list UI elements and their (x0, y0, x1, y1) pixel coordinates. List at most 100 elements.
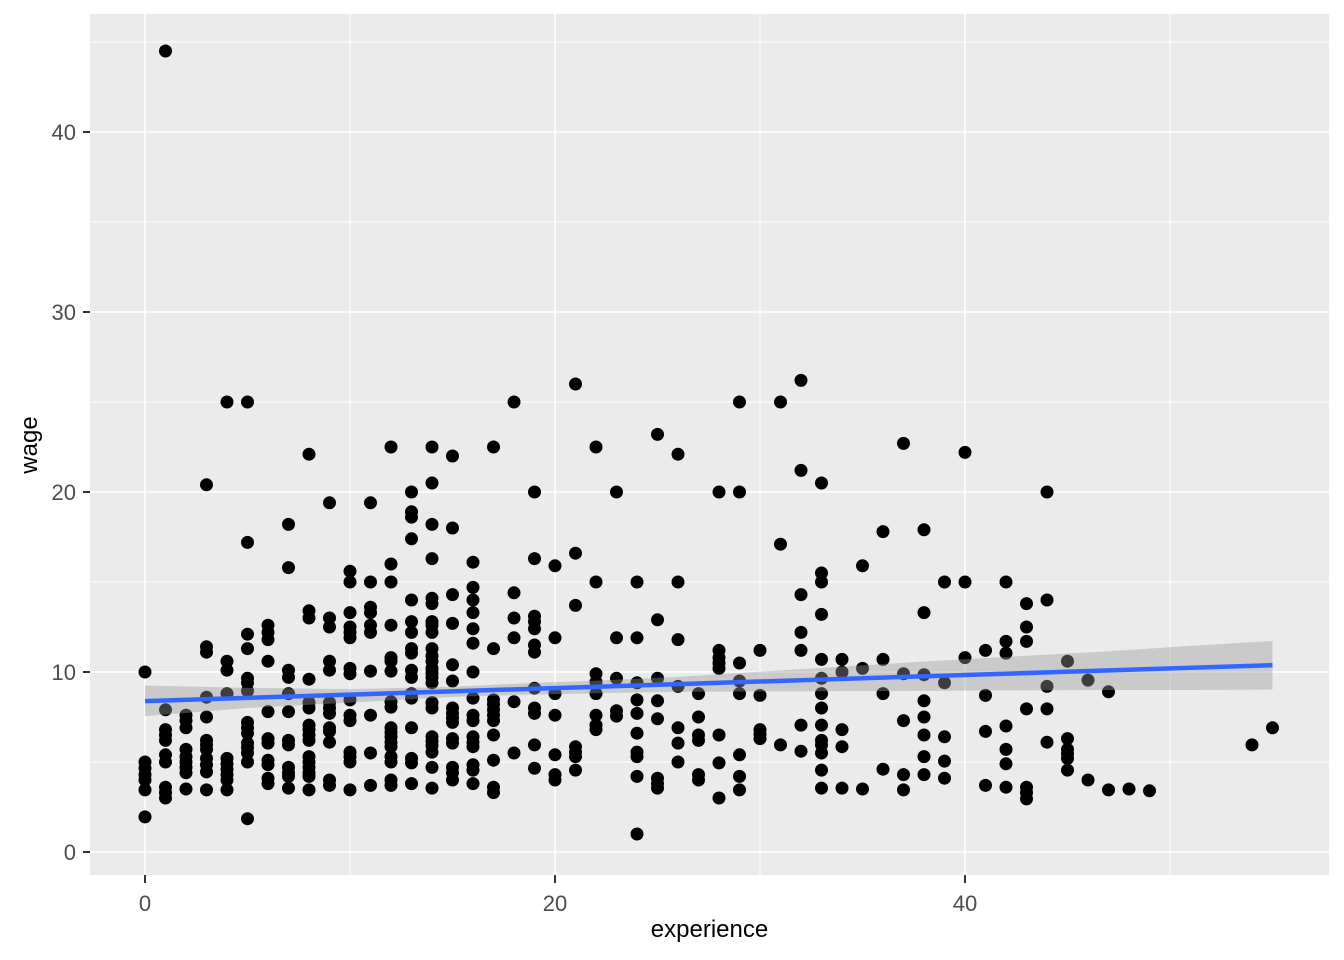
data-point (323, 620, 337, 634)
data-point (835, 665, 849, 679)
data-point (671, 755, 685, 769)
data-point (1020, 792, 1034, 806)
data-point (999, 757, 1013, 771)
data-point (487, 753, 501, 767)
data-point (815, 718, 829, 732)
data-point (466, 691, 480, 705)
data-point (364, 708, 378, 722)
data-point (733, 748, 747, 762)
data-point (610, 671, 624, 685)
data-point (938, 676, 952, 690)
data-point (528, 552, 542, 566)
data-point (815, 781, 829, 795)
data-point (835, 740, 849, 754)
data-point (241, 812, 255, 826)
data-point (815, 746, 829, 760)
y-tick-label: 20 (52, 480, 76, 505)
data-point (1020, 634, 1034, 648)
data-point (323, 611, 337, 625)
y-tick-label: 40 (52, 120, 76, 145)
data-point (528, 761, 542, 775)
data-point (938, 575, 952, 589)
data-point (384, 778, 398, 792)
data-point (917, 728, 931, 742)
data-point (446, 715, 460, 729)
data-point (323, 654, 337, 668)
data-point (753, 688, 767, 702)
data-point (528, 622, 542, 636)
data-point (671, 575, 685, 589)
data-point (630, 827, 644, 841)
data-point (815, 566, 829, 580)
data-point (364, 496, 378, 510)
data-point (466, 763, 480, 777)
data-point (815, 652, 829, 666)
data-point (958, 575, 972, 589)
data-point (425, 701, 439, 715)
data-point (1040, 485, 1054, 499)
data-point (446, 658, 460, 672)
data-point (159, 791, 173, 805)
data-point (384, 618, 398, 632)
data-point (405, 756, 419, 770)
data-point (343, 564, 357, 578)
data-point (159, 755, 173, 769)
data-point (364, 625, 378, 639)
data-point (200, 478, 214, 492)
data-point (671, 447, 685, 461)
data-point (569, 598, 583, 612)
data-point (241, 642, 255, 656)
data-point (364, 606, 378, 620)
data-point (446, 521, 460, 535)
data-point (671, 736, 685, 750)
data-point (1061, 732, 1075, 746)
data-point (999, 646, 1013, 660)
data-point (466, 622, 480, 636)
data-point (794, 625, 808, 639)
x-tick-label: 20 (543, 891, 567, 916)
data-point (917, 523, 931, 537)
data-point (1081, 673, 1095, 687)
data-point (466, 714, 480, 728)
data-point (487, 714, 501, 728)
data-point (733, 687, 747, 701)
data-point (241, 684, 255, 698)
data-point (507, 746, 521, 760)
data-point (917, 606, 931, 620)
data-point (815, 607, 829, 621)
data-point (323, 496, 337, 510)
data-point (589, 440, 603, 454)
y-tick-label: 0 (64, 840, 76, 865)
data-point (856, 782, 870, 796)
data-point (466, 593, 480, 607)
data-point (425, 781, 439, 795)
data-point (446, 616, 460, 630)
data-point (651, 613, 665, 627)
data-point (323, 778, 337, 792)
data-point (446, 588, 460, 602)
regression-line (144, 662, 1273, 704)
data-point (692, 687, 706, 701)
data-point (425, 597, 439, 611)
data-point (815, 701, 829, 715)
data-point (1143, 784, 1157, 798)
data-point (1102, 783, 1116, 797)
data-point (384, 575, 398, 589)
data-point (999, 634, 1013, 648)
data-point (446, 773, 460, 787)
data-point (815, 476, 829, 490)
data-point (159, 733, 173, 747)
data-point (835, 723, 849, 737)
data-point (364, 778, 378, 792)
data-point (323, 735, 337, 749)
data-point (364, 746, 378, 760)
data-point (405, 625, 419, 639)
data-point (548, 748, 562, 762)
data-point (548, 708, 562, 722)
data-point (528, 738, 542, 752)
data-point (282, 738, 296, 752)
data-point (630, 769, 644, 783)
data-point (343, 606, 357, 620)
data-point (261, 777, 275, 791)
